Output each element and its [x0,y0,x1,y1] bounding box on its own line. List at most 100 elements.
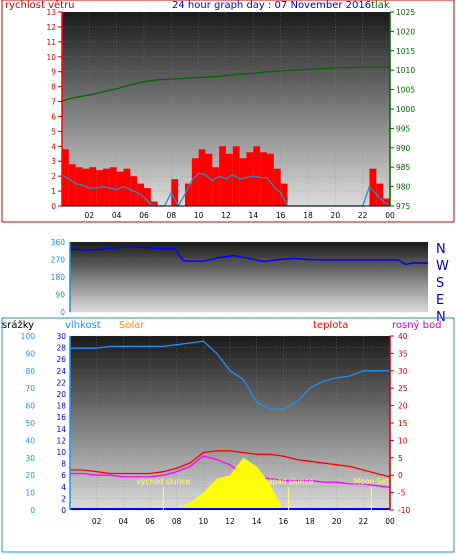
humidity-y-tick-label: 0 [30,506,35,515]
rain-y-tick-label: 26 [56,355,66,364]
climate-x-tick-label: 16 [279,517,289,526]
temperature-y-tick-label: 15 [398,419,408,428]
compass-label: W [436,259,449,274]
humidity-y-tick-label: 80 [25,367,35,376]
pressure-y-tick-label: 980 [396,183,411,192]
humidity-y-tick-label: 10 [25,489,35,498]
wind-y-tick-label: 8 [51,83,56,92]
wind-y-tick-label: 6 [51,112,56,121]
temperature-y-tick-label: 10 [398,436,408,445]
gust-bar [212,167,220,206]
rain-y-tick-label: 12 [56,436,66,445]
compass-label: N [436,242,446,257]
wind-y-tick-label: 10 [46,53,56,62]
gust-bar [280,183,288,206]
wind-y-tick-label: 5 [51,127,56,136]
climate-x-tick-label: 02 [92,517,102,526]
climate-x-tick-label: 06 [145,517,155,526]
humidity-y-tick-label: 70 [25,384,35,393]
temperature-y-tick-label: 30 [398,367,408,376]
wind-x-tick-label: 12 [221,211,231,220]
gust-bar [82,168,90,206]
sun-event-label: Moon Set [354,477,389,486]
compass-label: E [436,293,444,308]
gust-bar [68,164,76,206]
rain-y-tick-label: 20 [56,390,66,399]
climate-x-tick-label: 18 [305,517,315,526]
pressure-y-tick-label: 975 [396,202,411,211]
gust-bar [273,168,281,206]
pressure-y-tick-label: 990 [396,144,411,153]
sun-event-label: západ slunce [264,477,314,486]
pressure-line [61,66,390,102]
gust-bar [376,183,384,206]
rain-y-tick-label: 4 [61,483,66,492]
gust-bar [191,158,199,206]
pressure-y-tick-label: 1020 [396,27,415,36]
humidity-y-tick-label: 20 [25,471,35,480]
wind-y-tick-label: 1 [51,187,56,196]
temperature-y-tick-label: 0 [398,471,403,480]
temperature-y-tick-label: -5 [398,489,406,498]
direction-y-tick-label: 180 [51,273,66,282]
humidity-y-tick-label: 100 [21,332,36,341]
gust-bar [198,149,206,206]
solar-area [70,457,390,510]
rain-y-tick-label: 30 [56,332,66,341]
wind-x-tick-label: 14 [249,211,259,220]
humidity-y-tick-label: 90 [25,349,35,358]
rain-y-tick-label: 8 [61,460,66,469]
wind-x-tick-label: 06 [139,211,149,220]
dewpoint-axis-title: rosný bod [392,320,442,331]
rain-y-tick-label: 14 [56,425,66,434]
temperature-line [70,450,391,478]
wind-x-tick-label: 16 [276,211,286,220]
rain-y-tick-label: 18 [56,402,66,411]
temperature-y-tick-label: 20 [398,402,408,411]
direction-line [69,246,428,266]
gust-bar [185,183,192,206]
climate-panel-frame [1,317,455,553]
pressure-y-tick-label: 985 [396,163,411,172]
chart-title: 24 hour graph day : 07 November 2016 [172,0,372,11]
direction-series [69,246,428,266]
wind-y-tick-label: 2 [51,172,56,181]
temperature-y-tick-label: 5 [398,454,403,463]
climate-x-tick-label: 10 [199,517,209,526]
wind-x-tick-label: 22 [358,211,368,220]
gust-bar [246,152,254,206]
gust-bar [75,167,83,206]
temperature-y-tick-label: -10 [398,506,410,515]
gust-bar [267,153,274,206]
gust-bar [383,198,390,206]
wind-panel-frame [1,0,455,223]
pressure-y-tick-label: 1015 [396,47,415,56]
wind-x-tick-label: 08 [167,211,177,220]
humidity-y-tick-label: 30 [25,454,35,463]
wind-y-tick-label: 12 [46,23,56,32]
wind-y-tick-label: 0 [51,202,56,211]
wind-y-tick-label: 9 [51,68,56,77]
humidity-axis-title: vlhkost [65,320,101,331]
rain-y-tick-label: 10 [56,448,66,457]
climate-x-tick-label: 20 [332,517,342,526]
pressure-axis-title: tlak [371,0,390,11]
climate-x-tick-label: 08 [172,517,182,526]
pressure-y-tick-label: 1000 [396,105,415,114]
rain-y-tick-label: 22 [56,378,66,387]
dewpoint-line [70,455,391,489]
wind-speed-axis-title: rychlost větru [5,0,75,11]
pressure-y-tick-label: 995 [396,124,411,133]
wind-y-tick-label: 3 [51,157,56,166]
sun-event-label: východ slunce [136,477,190,486]
direction-y-tick-label: 0 [60,308,65,317]
humidity-y-tick-label: 40 [25,436,35,445]
gust-bar [123,168,131,206]
direction-plot-area [70,242,428,312]
gust-bar [369,168,377,206]
wind-x-tick-label: 00 [385,211,395,220]
direction-y-tick-label: 270 [51,256,66,265]
temperature-y-tick-label: 40 [398,332,408,341]
climate-x-tick-label: 00 [385,517,395,526]
